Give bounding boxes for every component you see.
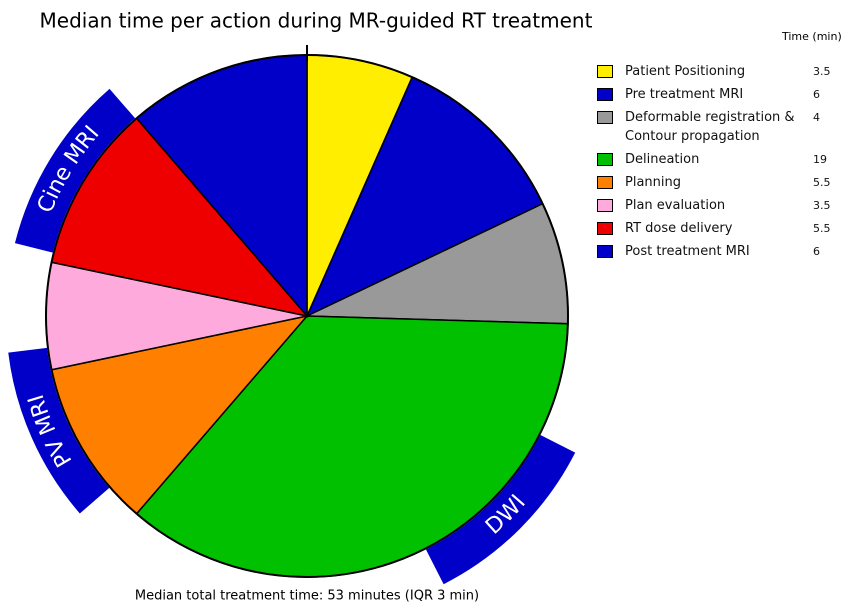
- legend-item: Delineation 19: [597, 150, 837, 169]
- footnote: Median total treatment time: 53 minutes …: [135, 589, 479, 604]
- legend-swatch: [597, 222, 613, 235]
- legend-value: 6: [813, 245, 820, 258]
- legend-value: 5.5: [813, 176, 831, 189]
- legend-item: Plan evaluation 3.5: [597, 196, 837, 215]
- legend-label: Post treatment MRI: [625, 244, 750, 259]
- legend-value: 3.5: [813, 65, 831, 78]
- annotation-band: [14, 88, 136, 253]
- legend-label: Delineation: [625, 152, 700, 167]
- legend-value: 19: [813, 153, 827, 166]
- legend-label: Deformable registration & Contour propag…: [625, 110, 795, 144]
- legend-title: Time (min): [782, 30, 842, 43]
- legend-value: 5.5: [813, 222, 831, 235]
- legend-label: Plan evaluation: [625, 198, 726, 213]
- legend-label: Patient Positioning: [625, 64, 746, 79]
- legend-swatch: [597, 153, 613, 166]
- annotation-band: [8, 347, 110, 514]
- legend-item: Post treatment MRI 6: [597, 242, 837, 261]
- legend-swatch: [597, 245, 613, 258]
- chart-title: Median time per action during MR-guided …: [40, 9, 593, 33]
- legend-item: RT dose delivery 5.5: [597, 219, 837, 238]
- legend-value: 3.5: [813, 199, 831, 212]
- legend-label: RT dose delivery: [625, 221, 733, 236]
- legend-swatch: [597, 199, 613, 212]
- legend-item: Planning 5.5: [597, 173, 837, 192]
- legend-swatch: [597, 176, 613, 189]
- legend-label: Planning: [625, 175, 681, 190]
- legend-item: Pre treatment MRI 6: [597, 85, 837, 104]
- legend-label: Pre treatment MRI: [625, 87, 744, 102]
- legend: Patient Positioning 3.5 Pre treatment MRI 6…: [597, 62, 837, 265]
- legend-swatch: [597, 111, 613, 124]
- legend-item: Patient Positioning 3.5: [597, 62, 837, 81]
- legend-item: Deformable registration & Contour propag…: [597, 108, 837, 146]
- annotation-band: [425, 434, 576, 585]
- legend-value: 6: [813, 88, 820, 101]
- legend-value: 4: [813, 111, 820, 124]
- legend-swatch: [597, 65, 613, 78]
- legend-swatch: [597, 88, 613, 101]
